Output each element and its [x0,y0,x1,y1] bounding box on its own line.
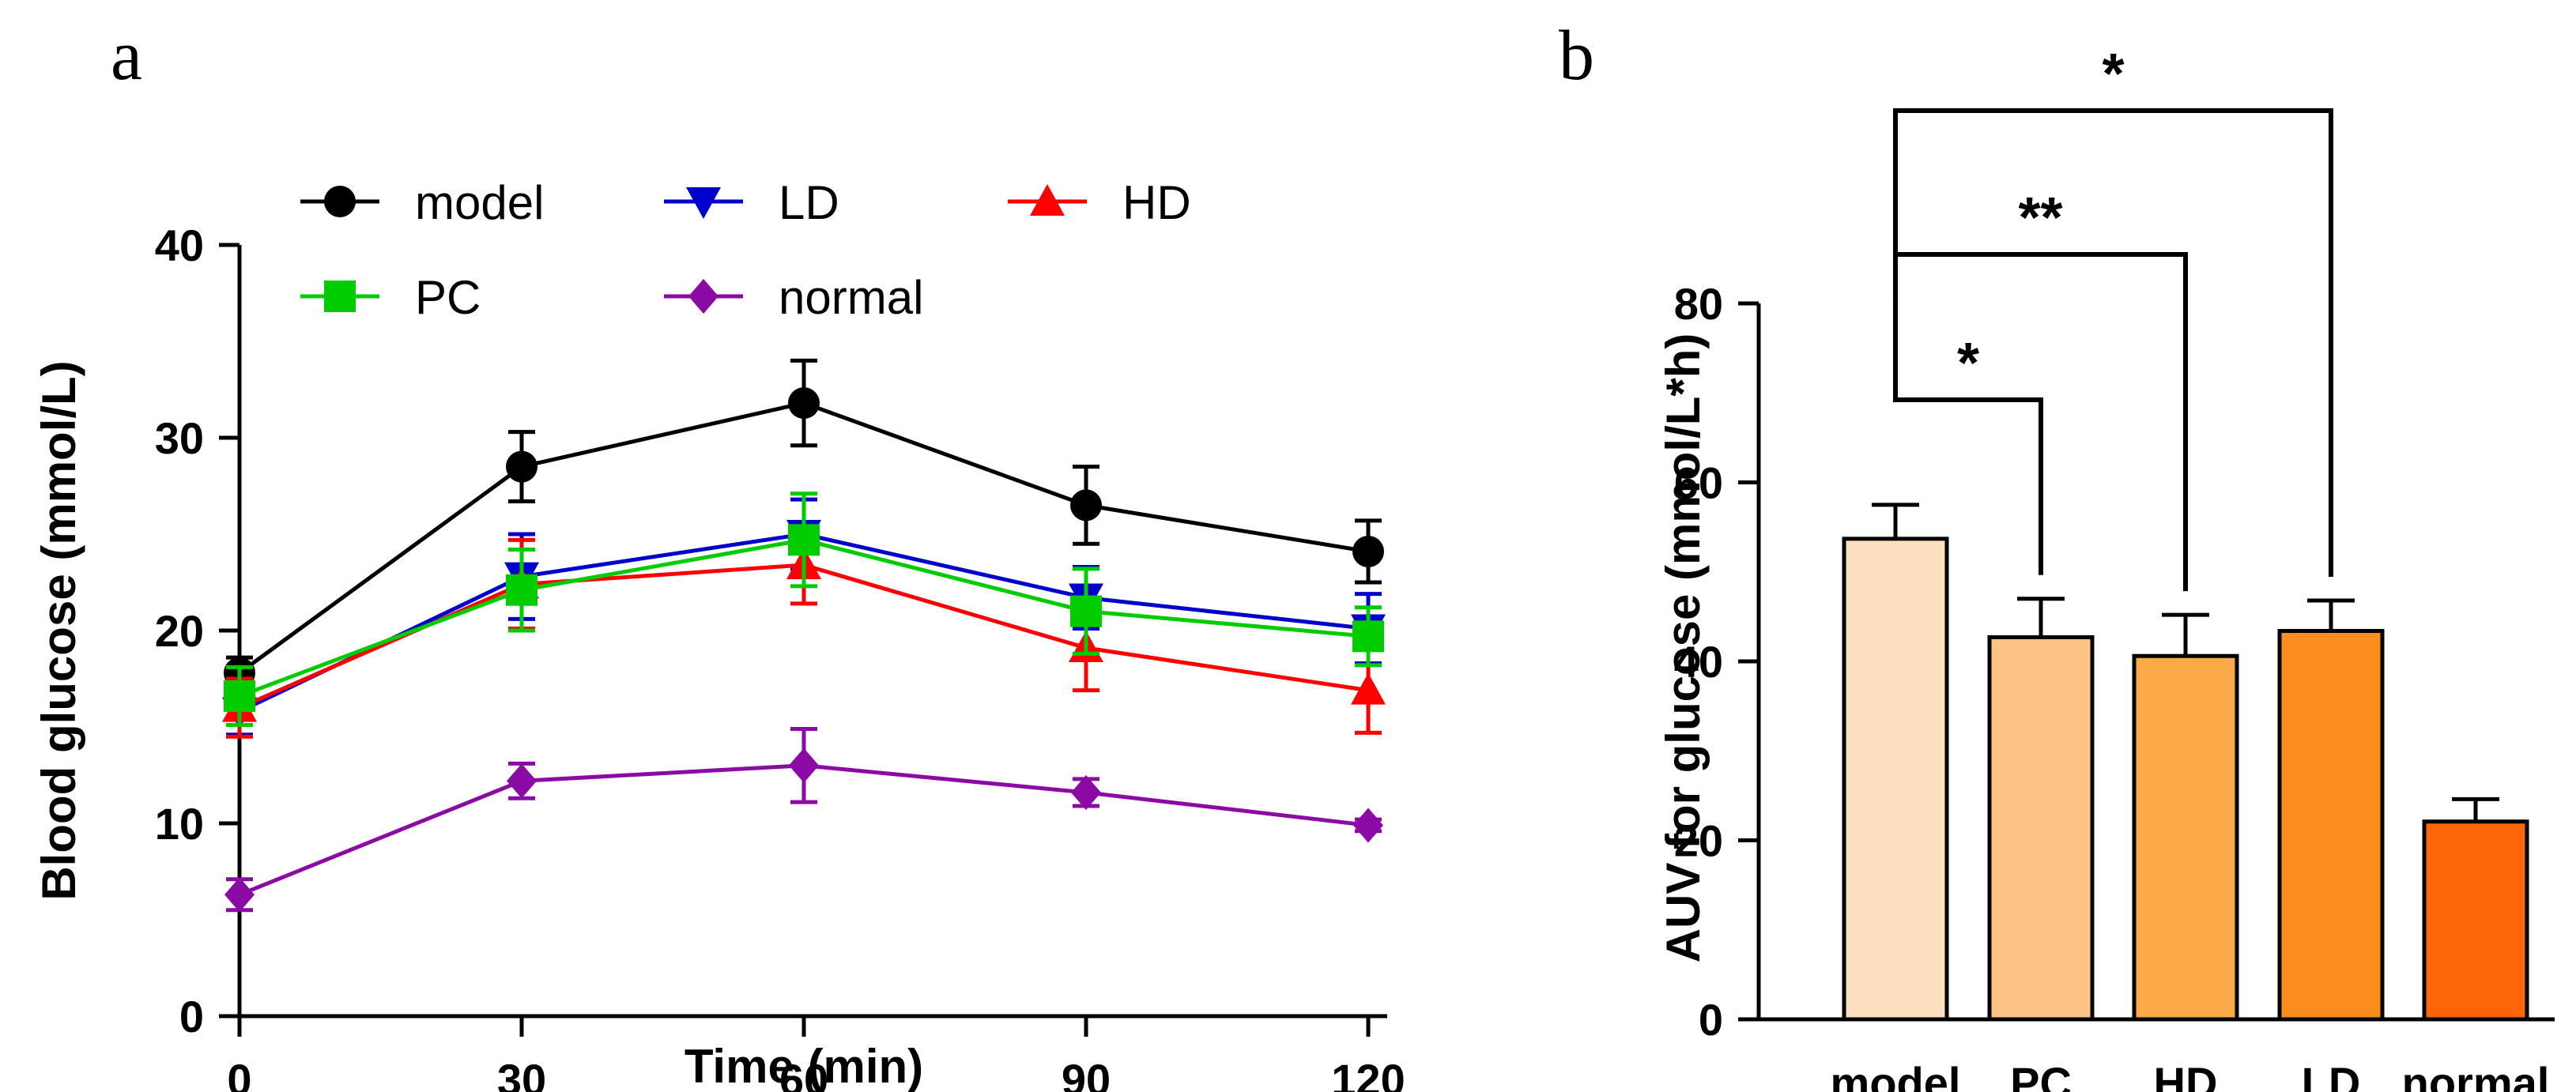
bar-group-HD: HD [2132,612,2239,1092]
legend-marker-LD [686,187,721,219]
legend-item-PC: PC [300,271,481,324]
significance-model-LD: * [1893,43,2333,577]
panel-b-x-tick-label: HD [2154,1058,2218,1092]
bar-PC [1987,634,2095,1022]
panel-b-x-tick-label: LD [2302,1058,2361,1092]
series-model-point [506,450,537,483]
panel-a-series [222,358,1386,913]
series-normal-point [789,747,819,783]
legend-item-LD: LD [664,176,839,229]
series-model-point [1352,535,1384,567]
legend-marker-PC [324,281,356,312]
bar-HD [2132,653,2239,1022]
legend-label-PC: PC [415,271,481,324]
series-model-point [1070,489,1102,522]
bar-group-normal: normal [2402,796,2550,1092]
bar-group-PC: PC [1987,597,2095,1092]
legend-label-LD: LD [779,176,839,229]
bar-group-model: model [1831,503,1961,1092]
significance-bracket [1893,303,2043,575]
panel-a-x-tick-label: 120 [1331,1055,1405,1092]
panel-b-y-axis-title: AUV for glucose (mmol/L*h) [1657,333,1710,963]
panel-b-y-tick-label: 40 [1674,637,1723,687]
panel-a-x-tick-label: 30 [497,1055,546,1092]
panel-a-axes: 0 10 20 30 40 0 30 60 90 120 [155,220,1405,1092]
bar-normal [2422,819,2529,1022]
panel-a-y-tick-label: 0 [179,992,204,1041]
legend-label-HD: HD [1122,176,1191,229]
legend-marker-normal [688,279,718,314]
series-HD-point [1351,672,1386,705]
panel-a-y-tick-label: 40 [155,220,204,270]
series-normal [224,726,1383,913]
panel-a-x-tick-label: 0 [227,1055,251,1092]
panel-a-legend: model LD HD PC normal [300,176,1191,324]
series-PC-point [1352,620,1384,653]
panel-a-y-tick-label: 10 [155,799,204,849]
legend-label-normal: normal [779,271,923,324]
series-PC-point [224,680,255,712]
series-normal-point [224,877,255,913]
bar-model [1842,537,1949,1022]
bar-LD [2277,628,2385,1022]
panel-a-label: a [111,17,142,95]
panel-b-label: b [1559,17,1594,95]
series-PC [224,491,1384,728]
significance-model-PC: * [1893,303,2043,575]
panel-b-y-tick-label: 0 [1699,995,1723,1045]
panel-b-x-tick-label: PC [2010,1058,2072,1092]
series-PC-point [506,574,537,606]
panel-a-x-tick-label: 60 [779,1055,828,1092]
significance-bracket [1893,108,2333,577]
panel-b-y-tick-label: 60 [1674,458,1723,508]
series-PC-point [788,524,820,556]
panel-a-x-axis-title: Time (min) [685,1040,923,1092]
series-normal-point [507,763,537,799]
panel-b-y-tick-label: 80 [1674,279,1723,329]
series-model-point [788,387,820,420]
legend-item-HD: HD [1008,176,1191,229]
significance-label: * [2102,43,2124,106]
legend-item-normal: normal [664,271,923,324]
panel-b-y-tick-label: 20 [1674,816,1723,866]
panel-b-bars: model PC HD LD normal [1831,503,2550,1092]
significance-label: * [1957,332,1979,395]
panel-a-y-axis-title: Blood glucose (mmol/L) [32,360,85,900]
series-normal-point [1071,774,1101,810]
panel-b-x-tick-label: model [1831,1058,1961,1092]
panel-b-x-tick-label: normal [2402,1058,2550,1092]
significance-label: ** [2018,186,2062,250]
panel-a-x-tick-label: 90 [1062,1055,1111,1092]
panel-a-y-tick-label: 30 [155,413,204,463]
legend-marker-HD [1030,184,1065,216]
series-normal-point [1353,808,1383,843]
legend-label-model: model [415,176,544,229]
bar-group-LD: LD [2277,598,2385,1092]
series-PC-point [1070,595,1102,627]
panel-b-significance: **** [1893,43,2333,592]
panel-a-y-tick-label: 20 [155,606,204,656]
legend-item-model: model [300,176,544,229]
legend-marker-model [324,186,356,217]
